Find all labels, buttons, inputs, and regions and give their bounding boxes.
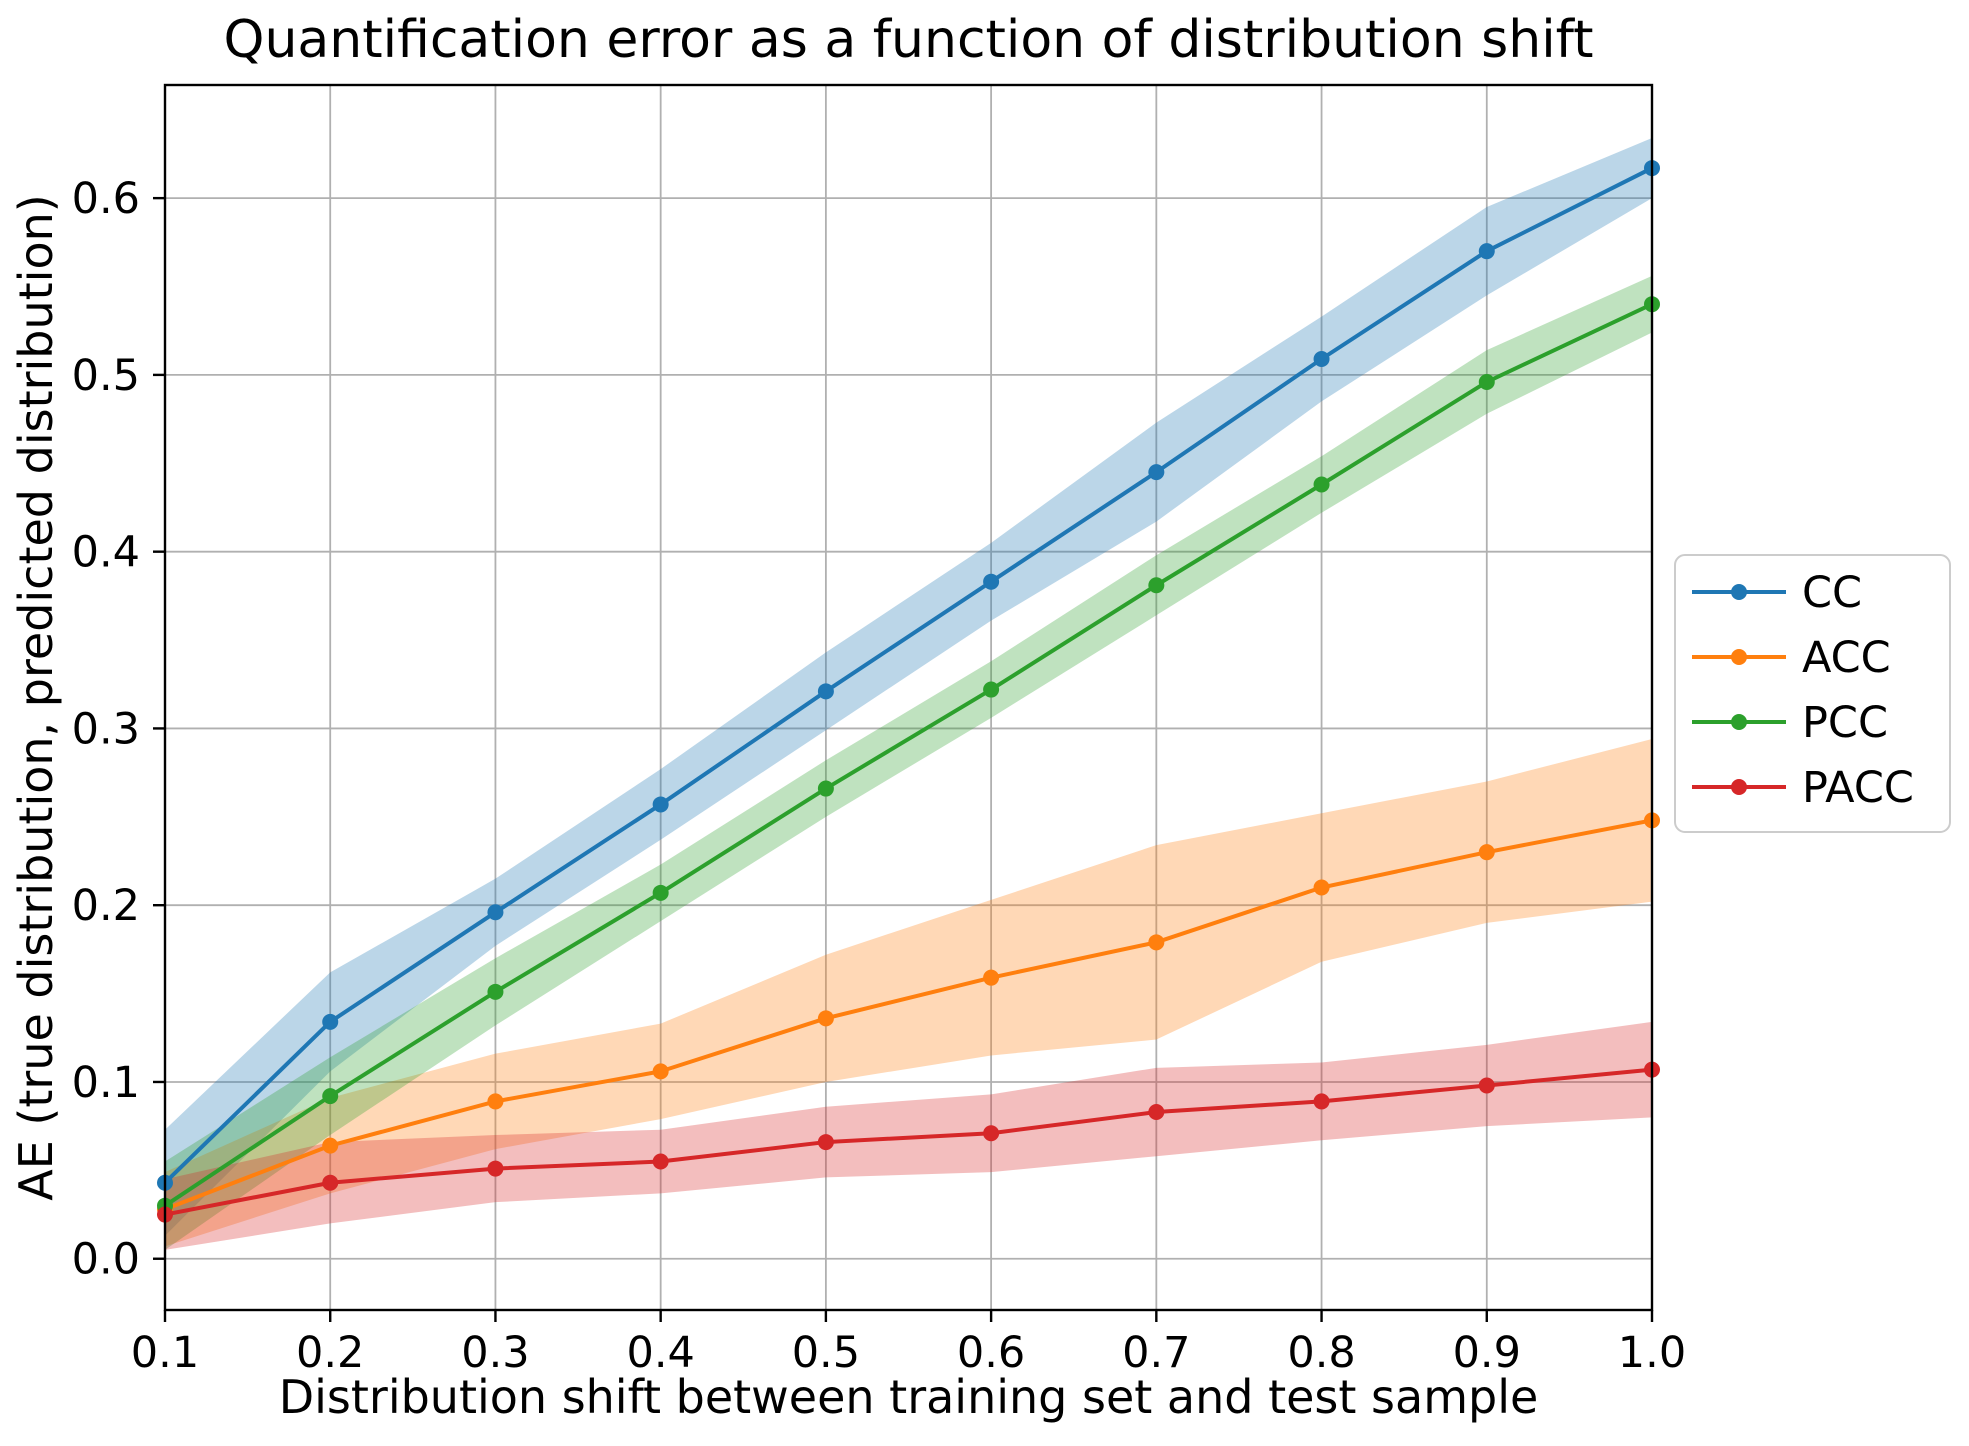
x-tick-label: 0.5 — [792, 1328, 860, 1378]
legend-marker — [1731, 779, 1747, 795]
y-tick-label: 0.5 — [72, 351, 140, 401]
chart-title: Quantification error as a function of di… — [224, 10, 1594, 70]
y-tick-label: 0.6 — [72, 174, 140, 224]
legend-label: PACC — [1802, 763, 1914, 813]
y-axis-label: AE (true distribution, predicted distrib… — [9, 194, 63, 1200]
y-tick-label: 0.1 — [72, 1058, 140, 1108]
x-tick-label: 0.1 — [131, 1328, 199, 1378]
legend-marker — [1731, 649, 1747, 665]
x-tick-label: 0.7 — [1122, 1328, 1190, 1378]
legend-label: PCC — [1802, 698, 1888, 748]
x-tick-label: 1.0 — [1618, 1328, 1686, 1378]
legend-entry-cc: CC — [1692, 568, 1862, 618]
x-tick-label: 0.4 — [626, 1328, 694, 1378]
y-tick-label: 0.4 — [72, 528, 140, 578]
tick-marks — [153, 196, 1654, 1322]
pacc-markers — [157, 1061, 1660, 1223]
pcc-confidence-band — [165, 275, 1652, 1250]
x-tick-label: 0.3 — [461, 1328, 529, 1378]
y-tick-label: 0.2 — [72, 881, 140, 931]
cc-confidence-band — [165, 138, 1652, 1236]
y-tick-label: 0.3 — [72, 704, 140, 754]
x-tick-label: 0.6 — [957, 1328, 1025, 1378]
legend: CC ACC PCC PACC — [1674, 554, 1951, 833]
plot-border — [163, 83, 1654, 1312]
acc-line — [164, 818, 1653, 1212]
x-tick-label: 0.2 — [296, 1328, 364, 1378]
legend-entry-pcc: PCC — [1692, 698, 1888, 748]
y-tick-label: 0.0 — [72, 1235, 140, 1285]
x-axis-label: Distribution shift between training set … — [279, 1370, 1539, 1424]
legend-entry-pacc: PACC — [1692, 763, 1914, 813]
pcc-line — [163, 302, 1653, 1208]
x-tick-label: 0.8 — [1287, 1328, 1355, 1378]
acc-confidence-band — [165, 739, 1652, 1247]
pacc-line — [164, 1067, 1653, 1217]
cc-line — [163, 166, 1653, 1185]
cc-markers — [157, 160, 1660, 1191]
legend-box — [1674, 554, 1951, 833]
x-tick-label: 0.9 — [1453, 1328, 1521, 1378]
legend-label: CC — [1802, 568, 1862, 618]
legend-marker — [1731, 714, 1747, 730]
legend-entry-acc: ACC — [1692, 633, 1891, 683]
legend-marker — [1731, 584, 1747, 600]
pcc-markers — [157, 296, 1660, 1214]
legend-label: ACC — [1802, 633, 1891, 683]
